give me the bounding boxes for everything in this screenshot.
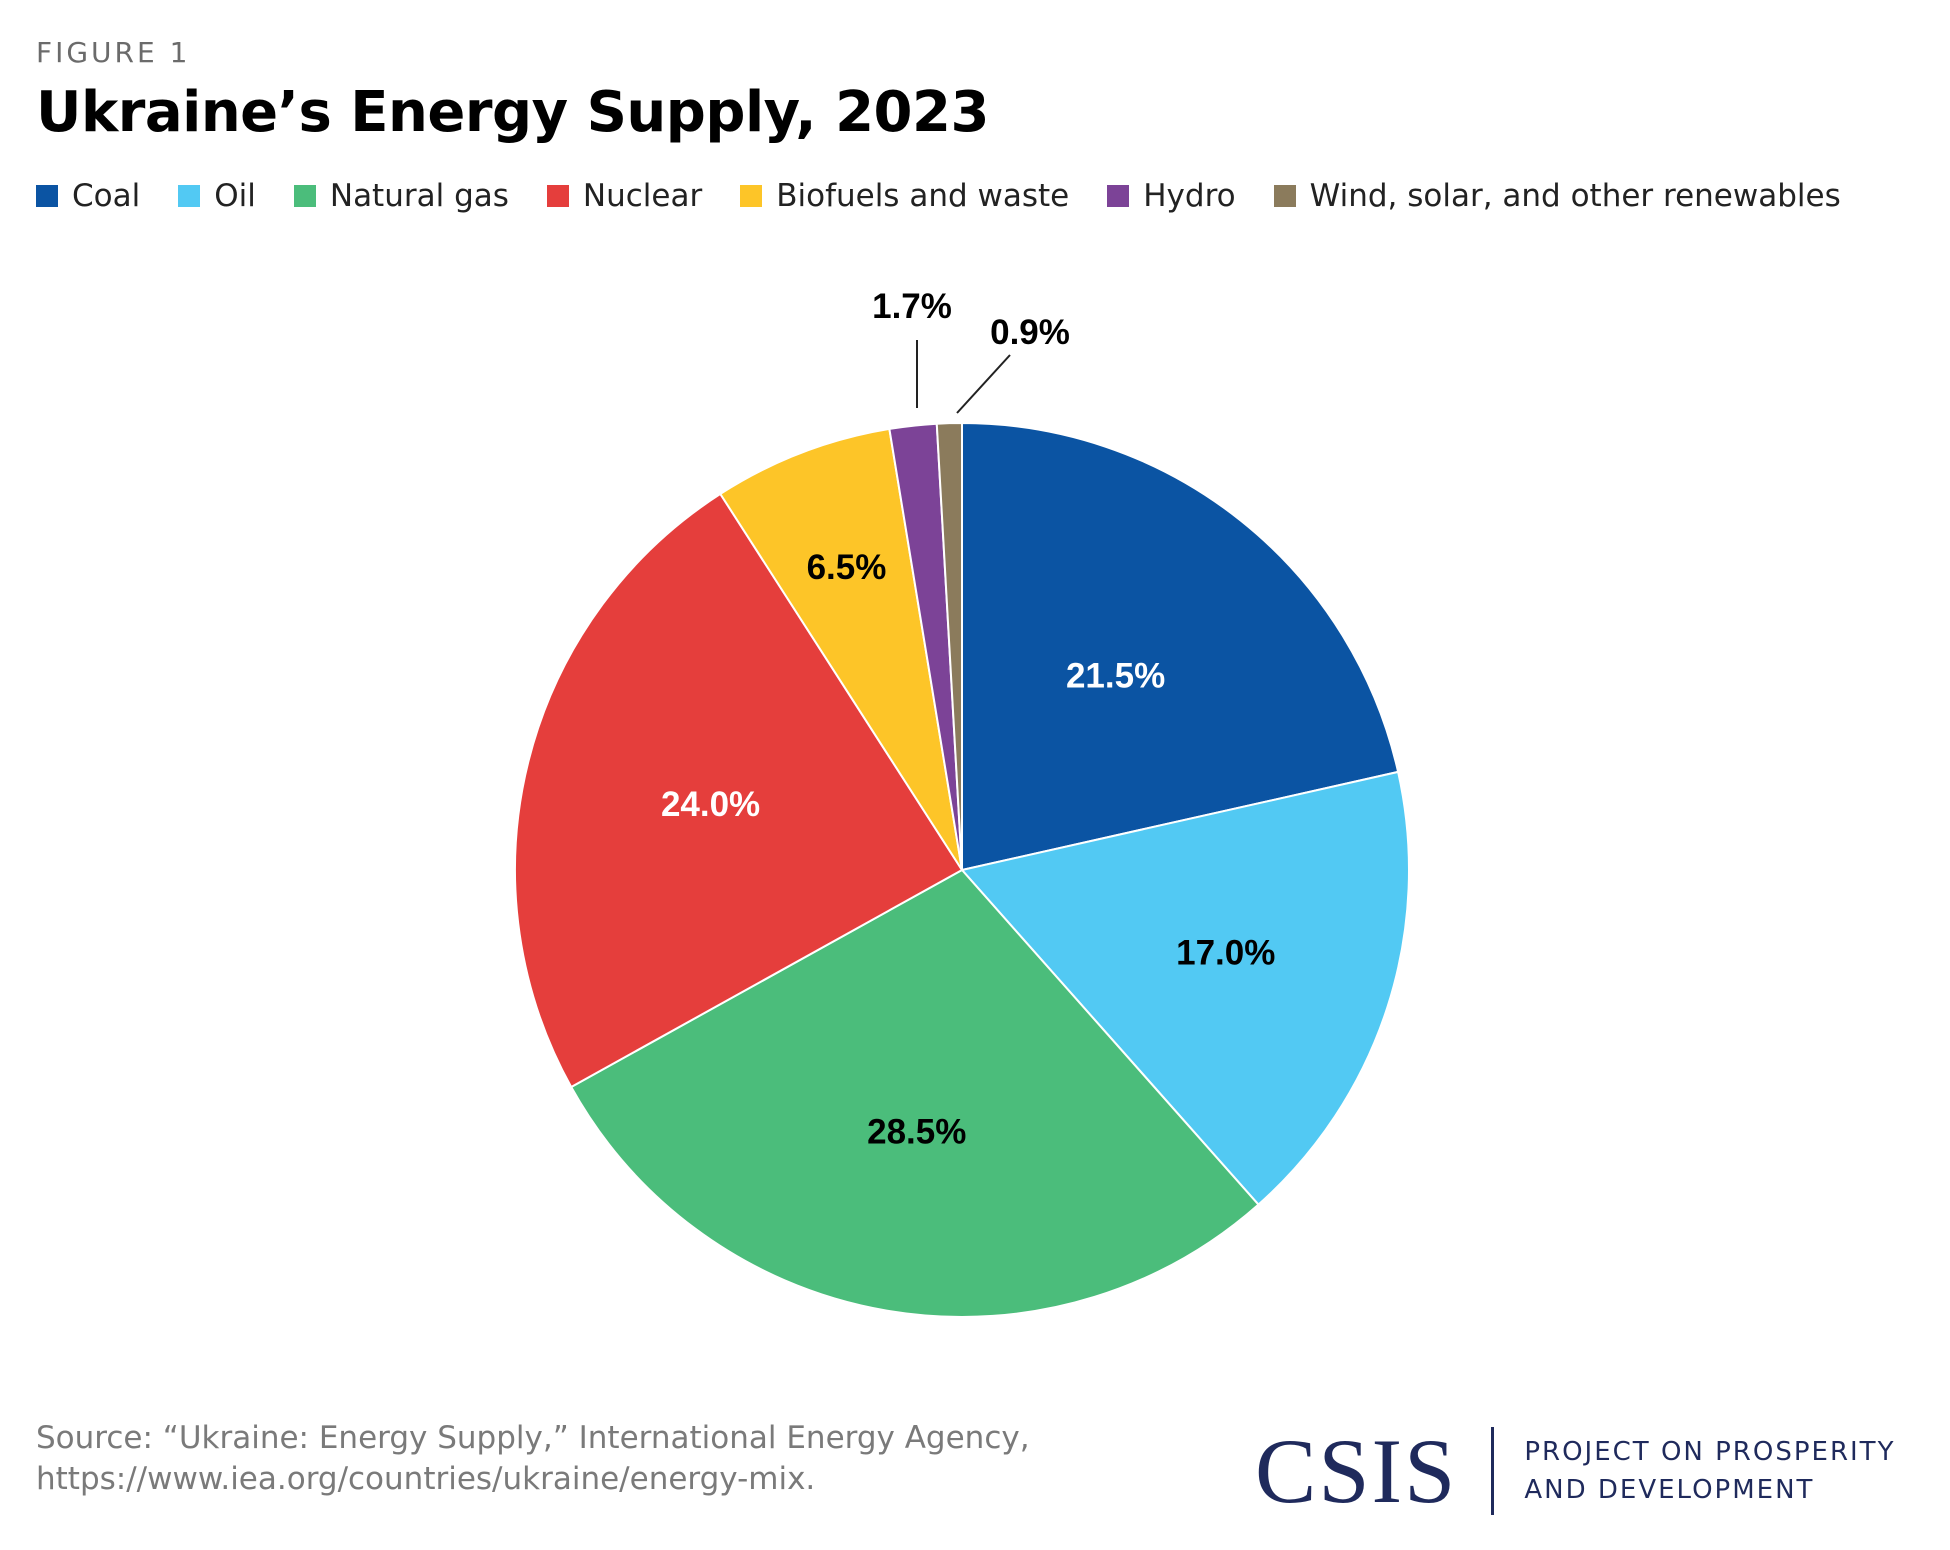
source-note: Source: “Ukraine: Energy Supply,” Intern… xyxy=(36,1420,1030,1497)
legend-item-coal: Coal xyxy=(36,178,140,214)
pie-slice-natural-gas xyxy=(569,868,1260,1318)
legend-label-coal: Coal xyxy=(72,178,141,214)
legend-swatch-hydro xyxy=(1107,185,1130,207)
chart-title: Ukraine’s Energy Supply, 2023 xyxy=(36,80,989,145)
legend-item-biofuels: Biofuels and waste xyxy=(740,178,1069,214)
legend-label-natural-gas: Natural gas xyxy=(329,178,509,214)
pie-slice-oil xyxy=(960,770,1410,1206)
slice-label-coal: 21.5% xyxy=(1066,656,1165,695)
pie-slice-nuclear xyxy=(514,492,964,1089)
logo-line-2: AND DEVELOPMENT xyxy=(1524,1475,1815,1505)
pie-slice-coal xyxy=(961,421,1400,872)
slice-label-biofuels: 6.5% xyxy=(807,548,887,587)
logo-divider xyxy=(1491,1427,1495,1515)
pie-slice-wind-solar xyxy=(935,421,963,871)
leader-line-wind-solar xyxy=(956,354,1011,414)
logo-line-1: PROJECT ON PROSPERITY xyxy=(1524,1437,1896,1467)
legend-swatch-oil xyxy=(178,185,201,207)
logo-text: PROJECT ON PROSPERITY AND DEVELOPMENT xyxy=(1524,1433,1895,1509)
legend-swatch-nuclear xyxy=(546,185,569,207)
legend-label-hydro: Hydro xyxy=(1143,178,1236,214)
pie-chart: 21.5% 17.0% 28.5% 24.0% 6.5% 1.7% 0.9% xyxy=(514,287,1410,1318)
legend-label-biofuels: Biofuels and waste xyxy=(776,178,1070,214)
legend-item-hydro: Hydro xyxy=(1107,178,1236,214)
legend-item-oil: Oil xyxy=(178,178,256,214)
legend-item-natural-gas: Natural gas xyxy=(293,178,509,214)
legend-swatch-wind-solar xyxy=(1273,185,1296,207)
logo-mark: CSIS xyxy=(1255,1420,1458,1522)
slice-label-hydro: 1.7% xyxy=(872,287,952,326)
figure-label: FIGURE 1 xyxy=(36,36,191,69)
legend-label-oil: Oil xyxy=(214,178,256,214)
legend-swatch-natural-gas xyxy=(293,185,316,207)
legend: Coal Oil Natural gas Nuclear Biofuels an… xyxy=(36,178,1916,214)
slice-label-nuclear: 24.0% xyxy=(661,785,760,824)
slice-label-natural-gas: 28.5% xyxy=(867,1113,966,1152)
legend-swatch-biofuels xyxy=(740,185,763,207)
legend-item-wind-solar: Wind, solar, and other renewables xyxy=(1273,178,1841,214)
slice-label-oil: 17.0% xyxy=(1176,933,1275,972)
legend-label-nuclear: Nuclear xyxy=(582,178,703,214)
legend-label-wind-solar: Wind, solar, and other renewables xyxy=(1309,178,1841,214)
slice-label-wind-solar: 0.9% xyxy=(990,313,1070,352)
legend-item-nuclear: Nuclear xyxy=(546,178,703,214)
pie-slice-biofuels xyxy=(718,427,963,871)
legend-swatch-coal xyxy=(36,185,58,207)
csis-logo: CSIS PROJECT ON PROSPERITY AND DEVELOPME… xyxy=(1255,1425,1895,1517)
